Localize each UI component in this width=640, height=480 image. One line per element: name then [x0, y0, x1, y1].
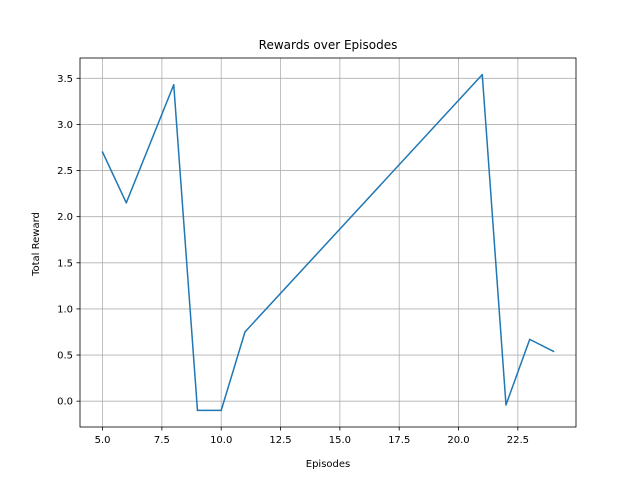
y-tick-label: 3.0 — [57, 120, 73, 131]
y-tick-label: 2.5 — [57, 166, 73, 177]
x-tick-label: 17.5 — [388, 435, 410, 446]
grid — [80, 58, 576, 427]
y-tick-label: 1.5 — [57, 258, 73, 269]
data-point — [528, 338, 531, 341]
x-tick-label: 10.0 — [210, 435, 232, 446]
data-point — [481, 73, 484, 76]
series-line — [101, 73, 555, 412]
x-axis-title: Episodes — [306, 459, 350, 470]
x-tick-label: 5.0 — [95, 435, 111, 446]
x-tick-label: 20.0 — [447, 435, 469, 446]
plot-lines — [101, 73, 555, 412]
data-point — [125, 202, 128, 204]
data-point — [172, 84, 175, 86]
y-tick-label: 2.0 — [57, 212, 73, 223]
x-tick-label: 15.0 — [329, 435, 351, 446]
data-point — [101, 151, 104, 153]
data-point — [220, 409, 222, 412]
plot-frame — [79, 57, 577, 428]
chart-title: Rewards over Episodes — [259, 38, 398, 52]
x-tick-label: 7.5 — [154, 435, 170, 446]
x-ticks: 5.0 7.5 10.0 12.5 15.0 17.5 20.0 22.5 — [95, 427, 529, 446]
y-tick-label: 1.0 — [57, 304, 73, 315]
y-tick-label: 3.5 — [57, 74, 73, 85]
data-point — [244, 331, 246, 333]
y-axis-title: Total Reward — [31, 212, 42, 277]
x-tick-label: 12.5 — [269, 435, 291, 446]
data-point — [505, 404, 507, 406]
y-ticks: 0.0 0.5 1.0 1.5 2.0 2.5 3.0 3.5 — [57, 74, 80, 408]
y-tick-label: 0.0 — [57, 397, 73, 408]
data-point — [196, 409, 199, 412]
x-tick-label: 22.5 — [507, 435, 529, 446]
data-point — [552, 350, 555, 353]
y-tick-label: 0.5 — [57, 351, 73, 362]
